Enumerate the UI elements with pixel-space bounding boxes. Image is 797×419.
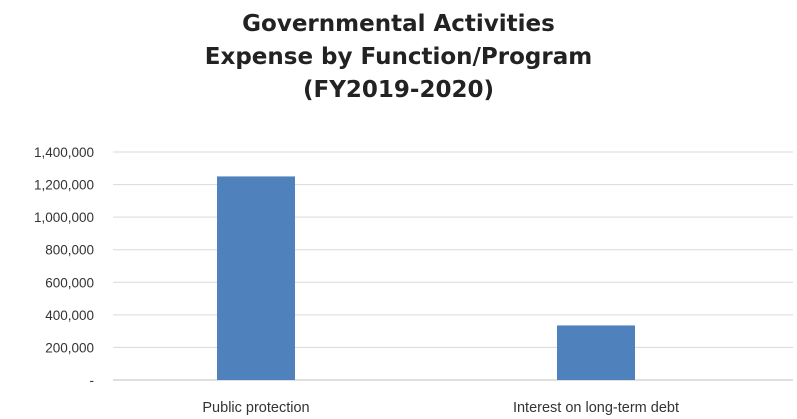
y-axis-ticks: - 200,000 400,000 600,000 800,000 1,000,000 1,… — [34, 145, 94, 388]
gridlines — [113, 151, 793, 381]
bar-1 — [217, 176, 295, 380]
x-category-label: Interest on long-term debt — [513, 400, 679, 416]
chart-title-line-2: Expense by Function/Program — [204, 44, 593, 70]
y-tick-label: 1,200,000 — [34, 178, 94, 193]
chart-title-line-3: (FY2019-2020) — [303, 77, 494, 103]
x-axis-labels: Public protection Interest on long-term d… — [202, 400, 679, 416]
chart-title: Governmental Activities Expense by Funct… — [0, 8, 797, 107]
bar-2 — [557, 325, 635, 380]
y-tick-label: 1,400,000 — [34, 145, 94, 160]
y-tick-label: 800,000 — [45, 243, 94, 258]
y-tick-label: 200,000 — [45, 340, 94, 355]
y-tick-label: 1,000,000 — [34, 210, 94, 225]
chart-title-line-1: Governmental Activities — [242, 11, 555, 37]
x-category-label: Public protection — [202, 400, 309, 416]
y-tick-label: 600,000 — [45, 275, 94, 290]
y-tick-label: - — [90, 373, 95, 388]
bars — [217, 176, 635, 380]
y-tick-label: 400,000 — [45, 308, 94, 323]
